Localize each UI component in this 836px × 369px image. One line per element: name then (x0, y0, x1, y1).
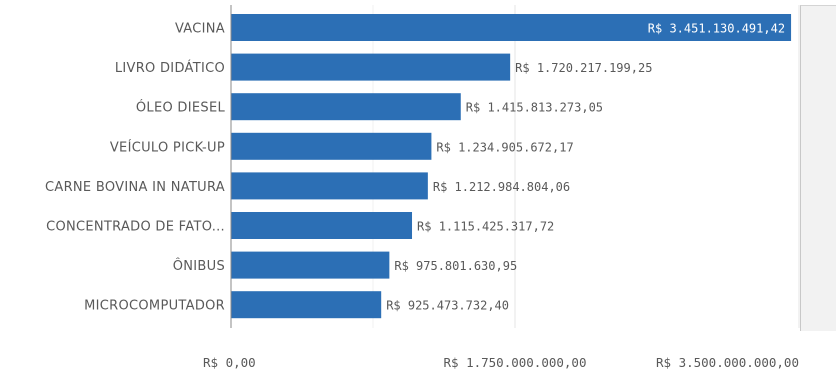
category-labels: VACINA LIVRO DIDÁTICO ÓLEO DIESEL VEÍCULO P… (45, 22, 225, 314)
value-label-3: R$ 1.234.905.672,17 (436, 140, 573, 154)
bar-0[interactable] (231, 14, 792, 41)
bar-5[interactable] (231, 212, 413, 239)
value-label-6: R$ 975.801.630,95 (394, 259, 517, 273)
category-label-5: CONCENTRADO DE FATO... (46, 220, 225, 235)
category-label-4: CARNE BOVINA IN NATURA (45, 180, 225, 195)
value-label-1: R$ 1.720.217.199,25 (515, 61, 652, 75)
category-label-7: MICROCOMPUTADOR (84, 299, 225, 314)
value-label-5: R$ 1.115.425.317,72 (417, 220, 554, 234)
category-label-2: ÓLEO DIESEL (136, 100, 226, 116)
value-label-7: R$ 925.473.732,40 (386, 299, 509, 313)
bar-6[interactable] (231, 251, 390, 279)
x-tick-label-1: R$ 1.750.000.000,00 (444, 355, 587, 369)
bar-2[interactable] (231, 93, 461, 121)
grid-lines (230, 5, 800, 328)
bar-3[interactable] (231, 132, 432, 160)
category-label-6: ÔNIBUS (173, 258, 225, 274)
value-label-0: R$ 3.451.130.491,42 (648, 22, 785, 36)
x-tick-label-0: R$ 0,00 (203, 355, 256, 369)
bar-7[interactable] (231, 291, 382, 319)
scrollbar-panel[interactable] (800, 5, 836, 331)
bars (231, 14, 792, 319)
category-label-1: LIVRO DIDÁTICO (115, 60, 225, 76)
x-tick-label-2: R$ 3.500.000.000,00 (656, 355, 799, 369)
bar-4[interactable] (231, 172, 428, 200)
category-label-3: VEÍCULO PICK-UP (110, 139, 225, 155)
bar-1[interactable] (231, 53, 511, 81)
value-label-2: R$ 1.415.813.273,05 (466, 101, 603, 115)
value-label-4: R$ 1.212.984.804,06 (433, 180, 570, 194)
value-labels: R$ 3.451.130.491,42 R$ 1.720.217.199,25 R$… (386, 22, 785, 313)
x-axis-ticks: R$ 0,00 R$ 1.750.000.000,00 R$ 3.500.000.0… (203, 355, 799, 369)
category-label-0: VACINA (175, 22, 225, 37)
